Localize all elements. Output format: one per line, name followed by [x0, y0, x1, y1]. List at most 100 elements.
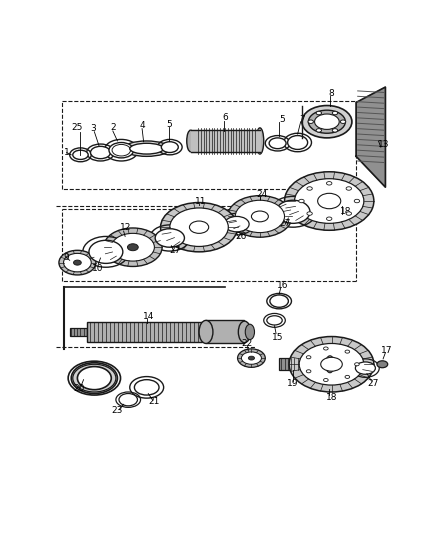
Text: 25: 25	[72, 123, 83, 132]
Ellipse shape	[299, 343, 364, 385]
Ellipse shape	[321, 357, 342, 371]
Ellipse shape	[346, 212, 351, 215]
Text: 18: 18	[339, 207, 351, 216]
Ellipse shape	[71, 363, 117, 393]
Ellipse shape	[308, 110, 346, 133]
Text: 3: 3	[90, 124, 95, 133]
Ellipse shape	[307, 187, 312, 190]
Ellipse shape	[355, 363, 359, 366]
Polygon shape	[191, 130, 260, 152]
Ellipse shape	[326, 217, 332, 221]
Text: 5: 5	[166, 119, 172, 128]
Ellipse shape	[345, 350, 350, 353]
Ellipse shape	[269, 138, 286, 149]
Ellipse shape	[345, 375, 350, 378]
Ellipse shape	[270, 295, 288, 308]
Ellipse shape	[111, 233, 155, 261]
Ellipse shape	[354, 199, 360, 203]
Ellipse shape	[316, 128, 321, 132]
Ellipse shape	[124, 141, 170, 156]
Ellipse shape	[302, 106, 352, 138]
Text: 17: 17	[381, 346, 393, 355]
Ellipse shape	[228, 196, 292, 237]
Text: 16: 16	[276, 281, 288, 290]
Ellipse shape	[103, 228, 162, 266]
FancyBboxPatch shape	[206, 320, 244, 343]
Ellipse shape	[332, 128, 338, 132]
Ellipse shape	[316, 111, 321, 115]
Ellipse shape	[299, 199, 304, 203]
Ellipse shape	[294, 179, 364, 223]
Ellipse shape	[245, 324, 254, 340]
Ellipse shape	[377, 361, 388, 368]
Ellipse shape	[324, 378, 328, 382]
Ellipse shape	[134, 379, 159, 395]
Text: 12: 12	[120, 223, 131, 232]
Text: 18: 18	[326, 393, 337, 402]
Ellipse shape	[276, 200, 310, 223]
Text: 9: 9	[64, 254, 70, 262]
Ellipse shape	[324, 347, 328, 350]
Ellipse shape	[325, 356, 335, 373]
Ellipse shape	[285, 172, 374, 230]
Text: 27: 27	[279, 219, 291, 228]
Ellipse shape	[91, 147, 110, 159]
Text: 1: 1	[64, 148, 70, 157]
Ellipse shape	[241, 352, 261, 364]
Ellipse shape	[332, 111, 338, 115]
Ellipse shape	[238, 321, 251, 343]
Text: 20: 20	[73, 384, 85, 393]
Text: 23: 23	[112, 406, 123, 415]
Text: 26: 26	[235, 232, 246, 241]
Ellipse shape	[346, 187, 351, 190]
Ellipse shape	[326, 182, 332, 185]
Text: 4: 4	[139, 121, 145, 130]
Ellipse shape	[187, 130, 194, 152]
Ellipse shape	[307, 212, 312, 215]
Ellipse shape	[73, 150, 88, 159]
Ellipse shape	[237, 349, 265, 367]
Text: 10: 10	[92, 263, 104, 272]
Ellipse shape	[289, 336, 374, 392]
Ellipse shape	[170, 208, 228, 246]
Ellipse shape	[318, 193, 341, 209]
Ellipse shape	[127, 244, 138, 251]
Ellipse shape	[89, 240, 123, 263]
Text: 21: 21	[149, 397, 160, 406]
Ellipse shape	[190, 221, 208, 233]
Text: 7: 7	[299, 115, 305, 124]
Text: 15: 15	[272, 333, 283, 342]
Text: 14: 14	[142, 312, 154, 321]
Ellipse shape	[267, 316, 282, 325]
Text: 13: 13	[378, 140, 390, 149]
Ellipse shape	[306, 370, 311, 373]
Ellipse shape	[256, 128, 264, 154]
Text: 27: 27	[170, 246, 181, 255]
Ellipse shape	[119, 393, 138, 406]
Ellipse shape	[155, 229, 184, 247]
Text: 27: 27	[367, 379, 379, 388]
Ellipse shape	[130, 143, 164, 154]
Text: 24: 24	[257, 190, 268, 199]
FancyBboxPatch shape	[70, 328, 87, 336]
Ellipse shape	[355, 362, 375, 374]
Ellipse shape	[320, 355, 331, 374]
Ellipse shape	[199, 320, 213, 343]
Ellipse shape	[288, 135, 307, 149]
Ellipse shape	[78, 367, 111, 390]
Ellipse shape	[161, 203, 237, 252]
Polygon shape	[356, 87, 385, 187]
FancyBboxPatch shape	[279, 358, 321, 370]
Text: 22: 22	[241, 339, 252, 348]
Ellipse shape	[308, 120, 314, 124]
Text: 19: 19	[287, 379, 299, 388]
Ellipse shape	[314, 114, 339, 130]
Ellipse shape	[340, 120, 346, 124]
Ellipse shape	[161, 142, 178, 152]
Ellipse shape	[224, 216, 249, 232]
Ellipse shape	[59, 251, 96, 275]
Ellipse shape	[306, 356, 311, 359]
Text: 8: 8	[328, 88, 334, 98]
Ellipse shape	[64, 253, 91, 272]
Ellipse shape	[235, 200, 285, 232]
